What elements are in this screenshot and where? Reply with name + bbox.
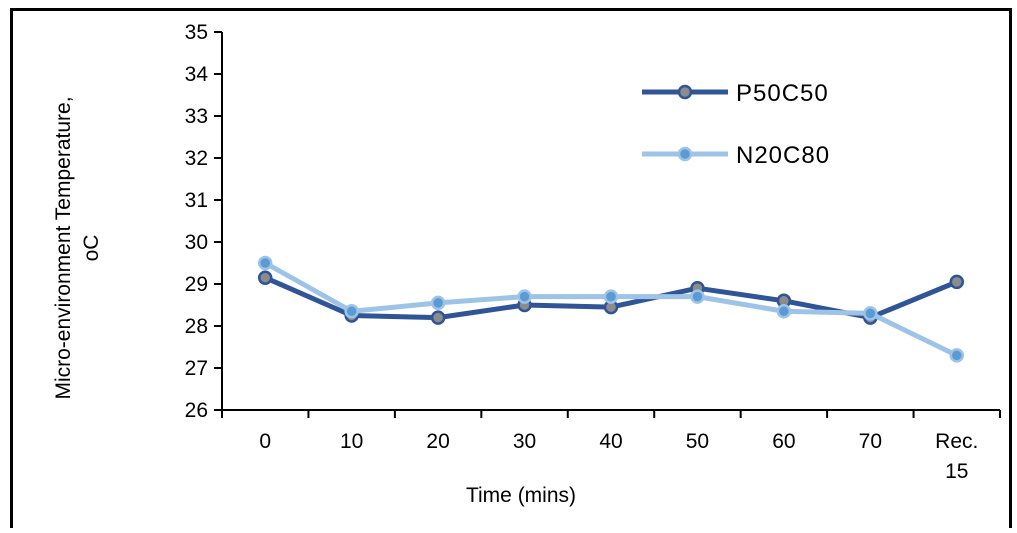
series-layer bbox=[257, 255, 965, 363]
chart-frame bbox=[10, 8, 1012, 528]
y-tick-label: 31 bbox=[185, 189, 208, 212]
y-tick-label: 33 bbox=[185, 105, 208, 128]
x-axis: 0 10 20 30 40 50 60 70 Rec. 15 bbox=[221, 409, 1001, 483]
y-axis: 26 27 28 29 30 31 32 33 34 35 bbox=[185, 21, 223, 422]
x-tick-label: 10 bbox=[340, 430, 363, 453]
legend-label: N20C80 bbox=[736, 142, 830, 169]
data-point bbox=[776, 304, 792, 319]
x-tick-label: 60 bbox=[772, 430, 795, 453]
data-point bbox=[430, 310, 446, 325]
x-tick-label: 50 bbox=[686, 430, 709, 453]
data-point bbox=[257, 270, 273, 285]
y-tick-label: 29 bbox=[185, 273, 208, 296]
series-N20C80 bbox=[257, 255, 965, 363]
y-tick-label: 30 bbox=[185, 231, 208, 254]
data-point bbox=[257, 255, 273, 271]
x-tick-label: 0 bbox=[259, 430, 271, 453]
y-tick-label: 35 bbox=[185, 21, 208, 44]
legend-item-N20C80: N20C80 bbox=[642, 142, 830, 169]
x-tick-label: Rec. 15 bbox=[935, 430, 978, 483]
y-axis-title-line1: Micro-environment Temperature, bbox=[52, 96, 75, 399]
y-tick-label: 32 bbox=[185, 147, 208, 170]
legend: P50C50 N20C80 bbox=[642, 80, 830, 169]
x-tick-label: 20 bbox=[426, 430, 449, 453]
data-point bbox=[430, 295, 446, 311]
legend-swatch-marker bbox=[677, 146, 693, 162]
legend-swatch-marker bbox=[677, 84, 693, 100]
data-point bbox=[863, 306, 878, 321]
y-tick-label: 27 bbox=[185, 357, 208, 380]
y-axis-title-line2: oC bbox=[80, 235, 103, 262]
y-tick-label: 34 bbox=[185, 63, 209, 86]
x-axis-title: Time (mins) bbox=[466, 484, 576, 507]
data-point bbox=[690, 289, 705, 304]
data-point bbox=[603, 289, 619, 304]
x-tick-label: 40 bbox=[599, 430, 622, 453]
y-tick-label: 28 bbox=[185, 315, 208, 338]
data-point bbox=[517, 289, 532, 304]
data-point bbox=[949, 274, 965, 290]
data-point bbox=[344, 304, 359, 319]
x-tick-label: 30 bbox=[513, 430, 536, 453]
y-tick-label: 26 bbox=[185, 399, 208, 422]
legend-item-P50C50: P50C50 bbox=[642, 80, 829, 107]
data-point bbox=[949, 348, 965, 363]
legend-label: P50C50 bbox=[736, 80, 829, 107]
y-axis-title: Micro-environment Temperature, oC bbox=[52, 96, 103, 399]
x-tick-label: 70 bbox=[859, 430, 882, 453]
